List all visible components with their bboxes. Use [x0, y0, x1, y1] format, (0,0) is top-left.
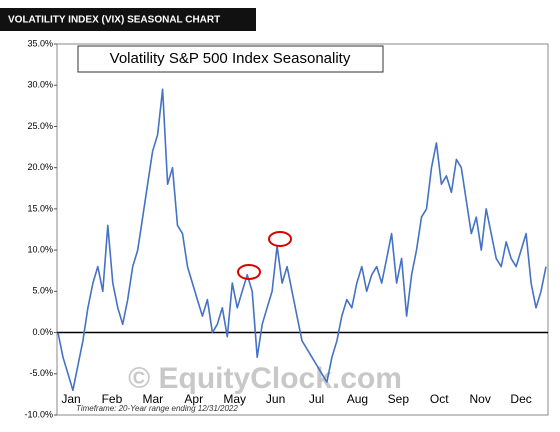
footnote: Timeframe: 20-Year range ending 12/31/20… — [76, 404, 238, 413]
x-tick-label: Dec — [510, 392, 531, 406]
x-tick-label: Mar — [142, 392, 163, 406]
y-tick-label: 30.0% — [27, 80, 53, 90]
x-tick-label: Aug — [347, 392, 368, 406]
y-tick-label: 5.0% — [32, 286, 53, 296]
chart-title: Volatility S&P 500 Index Seasonality — [110, 50, 351, 67]
x-tick-label: Apr — [184, 392, 203, 406]
header-bar — [0, 8, 256, 31]
x-tick-label: Oct — [430, 392, 449, 406]
x-tick-label: Jun — [266, 392, 285, 406]
y-tick-label: 20.0% — [27, 162, 53, 172]
y-tick-label: -10.0% — [24, 409, 53, 419]
title-box — [77, 45, 384, 73]
y-tick-label: 15.0% — [27, 203, 53, 213]
x-tick-label: Jul — [309, 392, 324, 406]
y-tick-label: 0.0% — [32, 327, 53, 337]
plot-frame — [56, 43, 549, 416]
highlight-circle — [268, 231, 292, 247]
x-tick-label: Jan — [61, 392, 80, 406]
data-line — [57, 88, 547, 392]
y-tick-label: 10.0% — [27, 244, 53, 254]
y-tick-label: -5.0% — [29, 368, 53, 378]
y-tick-label: 35.0% — [27, 38, 53, 48]
x-tick-label: Feb — [102, 392, 123, 406]
header-title: VOLATILITY INDEX (VIX) SEASONAL CHART — [8, 15, 220, 26]
watermark: © EquityClock.com — [128, 362, 402, 395]
x-tick-label: Nov — [469, 392, 490, 406]
highlight-circle — [237, 264, 261, 280]
x-tick-label: May — [223, 392, 246, 406]
x-tick-label: Sep — [388, 392, 410, 406]
y-tick-label: 25.0% — [27, 121, 53, 131]
